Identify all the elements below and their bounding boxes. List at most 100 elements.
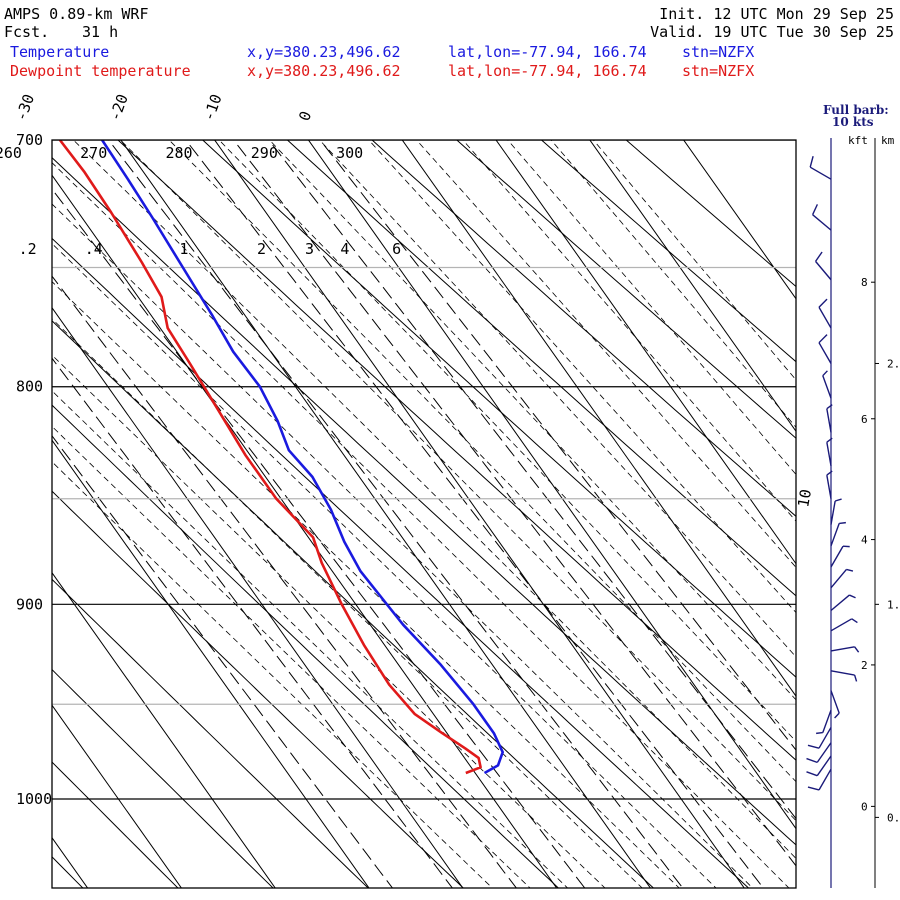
wind-barb-staff (809, 166, 832, 180)
isotherm (52, 174, 558, 888)
isotherm (52, 571, 276, 888)
wind-barb-staff (830, 545, 844, 568)
wind-panel-subtitle: 10 kts (832, 115, 874, 129)
wind-barb-flag (826, 437, 833, 443)
dry-adiabat-label: 280 (165, 144, 192, 162)
moist-adiabat (368, 140, 796, 614)
wind-barb-staff (830, 594, 850, 612)
wind-barb-flag (846, 568, 854, 572)
wind-barb-staff (830, 690, 840, 714)
wind-barb (826, 470, 833, 499)
wind-barb-flag (818, 334, 828, 344)
wind-barb (806, 755, 832, 777)
pressure-tick-label: 900 (16, 595, 43, 613)
mixing-ratio-line (268, 140, 796, 820)
wind-barb-staff (818, 306, 832, 329)
wind-barb (830, 594, 856, 612)
wind-barb-staff (830, 523, 840, 547)
dry-adiabat (52, 856, 84, 888)
wind-barb-flag (834, 498, 842, 502)
isotherm (214, 140, 745, 888)
isotherm (52, 306, 464, 888)
dry-adiabat (52, 237, 750, 888)
station-red: stn=NZFX (682, 62, 755, 80)
temperature-tick-label: -10 (199, 92, 225, 124)
wind-barb-flag (807, 744, 820, 749)
dry-adiabat-label: 290 (251, 144, 278, 162)
kft-tick-label: 0 (861, 800, 868, 813)
moist-adiabat-label: 10 (794, 488, 815, 509)
wind-barb-flag (849, 594, 856, 599)
dewpoint-legend: Dewpoint temperature (10, 62, 191, 80)
dry-adiabat (52, 320, 655, 888)
mixing-ratio-line (52, 188, 586, 888)
forecast-hours: 31 h (82, 23, 119, 41)
moist-adiabat (52, 425, 531, 888)
mixing-ratio-label: 3 (305, 240, 314, 258)
wind-barb-flag (818, 298, 828, 308)
isotherm (495, 140, 796, 565)
km-tick-label: 0. (887, 811, 900, 824)
wind-barb-staff (818, 768, 832, 791)
wind-barb-flag (811, 204, 819, 216)
wind-barb-flag (806, 757, 818, 764)
moist-adiabat (550, 140, 796, 428)
grid-xy-red: x,y=380.23,496.62 (247, 62, 401, 80)
grid-xy-blue: x,y=380.23,496.62 (247, 43, 401, 61)
forecast-label: Fcst. (4, 23, 50, 41)
mixing-ratio-label: 1 (179, 240, 188, 258)
wind-barb (816, 709, 832, 735)
dry-adiabat (52, 668, 274, 888)
mixing-ratio-line (107, 140, 684, 888)
wind-barb (814, 251, 832, 281)
valid-time: Valid. 19 UTC Tue 30 Sep 25 (650, 23, 894, 41)
wind-barb (818, 334, 832, 364)
moist-adiabat (507, 140, 796, 476)
moist-adiabat (592, 140, 796, 381)
isotherm (52, 704, 183, 888)
wind-barb-staff (826, 442, 832, 466)
km-tick-label: 1. (887, 598, 900, 611)
wind-barb-staff (830, 500, 836, 525)
dry-adiabat (371, 140, 796, 517)
isotherm (120, 140, 652, 888)
wind-barb (830, 618, 858, 632)
moist-adiabat (168, 140, 796, 783)
temperature-profile (101, 140, 504, 775)
wind-barb (807, 768, 832, 791)
dry-adiabat (52, 578, 369, 888)
mixing-ratio-line (232, 140, 796, 867)
wind-barb (811, 204, 832, 231)
wind-barb (807, 727, 832, 749)
wind-barb (830, 690, 840, 719)
wind-barb-flag (826, 470, 833, 476)
dry-adiabat (52, 157, 796, 846)
wind-barb (830, 568, 854, 589)
init-time: Init. 12 UTC Mon 29 Sep 25 (659, 5, 894, 23)
moist-adiabat (52, 281, 680, 888)
wind-barb-staff (816, 755, 832, 777)
dry-adiabat-label: 300 (336, 144, 363, 162)
wind-barb-flag (814, 251, 823, 262)
km-axis-label: km (881, 134, 895, 147)
wind-barb-staff (826, 408, 832, 433)
km-tick-label: 2. (887, 357, 900, 370)
wind-barb-flag (839, 521, 846, 525)
isotherm (52, 439, 370, 888)
latlon-blue: lat,lon=-77.94, 166.74 (448, 43, 647, 61)
isotherm (589, 140, 796, 433)
wind-barb-staff (816, 742, 832, 763)
isotherm (0, 113, 7, 900)
temperature-legend: Temperature (10, 43, 110, 61)
wind-barb-staff (830, 569, 847, 589)
kft-tick-label: 4 (861, 534, 868, 547)
wind-barb (822, 370, 832, 399)
wind-barb-staff (812, 214, 832, 231)
wind-barb (830, 521, 846, 547)
wind-barb (826, 437, 833, 466)
dry-adiabat (540, 140, 796, 363)
moist-adiabat (119, 140, 796, 822)
isotherm (683, 140, 796, 300)
wind-barb-flag (806, 771, 818, 777)
